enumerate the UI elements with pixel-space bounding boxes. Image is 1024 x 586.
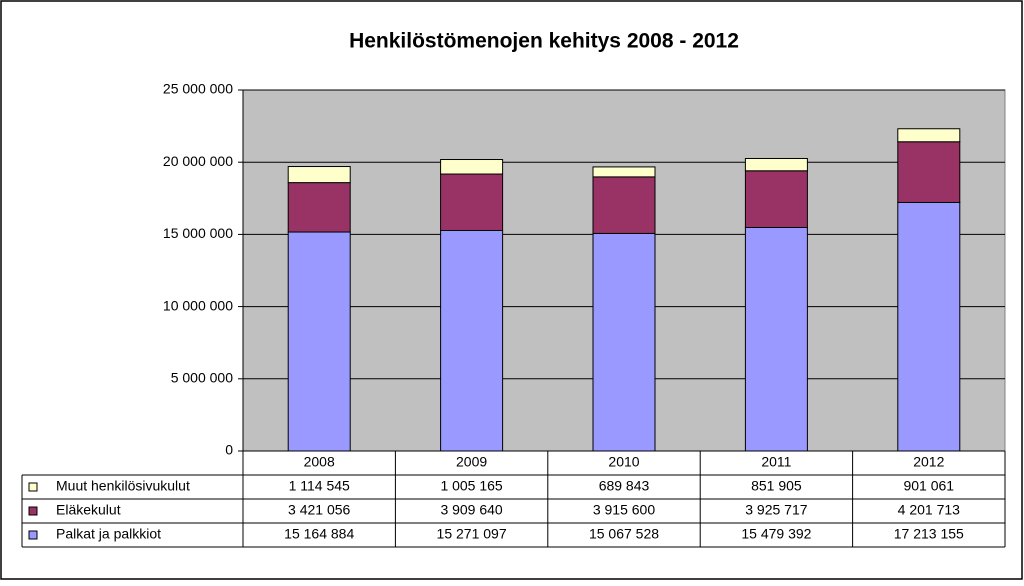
bar-segment <box>897 201 961 452</box>
table-value: 3 925 717 <box>745 502 807 518</box>
y-tick-label: 15 000 000 <box>163 225 233 241</box>
legend-label: Eläkekulut <box>56 502 121 518</box>
y-tick-label: 20 000 000 <box>163 153 233 169</box>
x-tick-label: 2009 <box>456 454 487 470</box>
bar-segment <box>287 166 351 184</box>
table-value: 689 843 <box>599 478 650 494</box>
x-tick-label: 2011 <box>761 454 791 470</box>
table-value: 901 061 <box>903 478 954 494</box>
table-value: 3 909 640 <box>440 502 502 518</box>
bar-segment <box>592 176 656 234</box>
bar-segment <box>440 159 504 175</box>
x-tick-label: 2008 <box>304 454 335 470</box>
legend-label: Muut henkilösivukulut <box>56 478 190 494</box>
bar-segment <box>440 173 504 231</box>
y-tick-label: 10 000 000 <box>163 297 233 313</box>
table-value: 17 213 155 <box>894 526 964 542</box>
x-tick-label: 2012 <box>913 454 944 470</box>
y-tick-label: 0 <box>225 442 233 458</box>
bar-segment <box>592 232 656 452</box>
chart-title: Henkilöstömenojen kehitys 2008 - 2012 <box>349 30 739 53</box>
legend-key <box>28 530 38 540</box>
legend-label: Palkat ja palkkiot <box>56 526 161 542</box>
table-value: 3 915 600 <box>593 502 655 518</box>
y-tick-label: 25 000 000 <box>163 81 233 97</box>
table-value: 4 201 713 <box>898 502 960 518</box>
table-value: 15 479 392 <box>741 526 811 542</box>
legend-key <box>28 506 38 516</box>
y-tick-label: 5 000 000 <box>171 370 233 386</box>
table-value: 851 905 <box>751 478 802 494</box>
legend-key <box>28 482 38 492</box>
bar-segment <box>440 229 504 452</box>
bar-segment <box>897 128 961 143</box>
table-value: 1 005 165 <box>440 478 502 494</box>
x-tick-label: 2010 <box>608 454 639 470</box>
table-value: 3 421 056 <box>288 502 350 518</box>
table-value: 1 114 545 <box>289 478 350 494</box>
bar-segment <box>897 141 961 203</box>
bar-segment <box>287 182 351 233</box>
table-value: 15 164 884 <box>284 526 354 542</box>
bar-segment <box>287 231 351 452</box>
bar-segment <box>744 226 808 452</box>
bar-segment <box>744 157 808 172</box>
table-value: 15 067 528 <box>589 526 659 542</box>
bar-segment <box>592 166 656 178</box>
table-value: 15 271 097 <box>437 526 507 542</box>
bar-segment <box>744 170 808 228</box>
